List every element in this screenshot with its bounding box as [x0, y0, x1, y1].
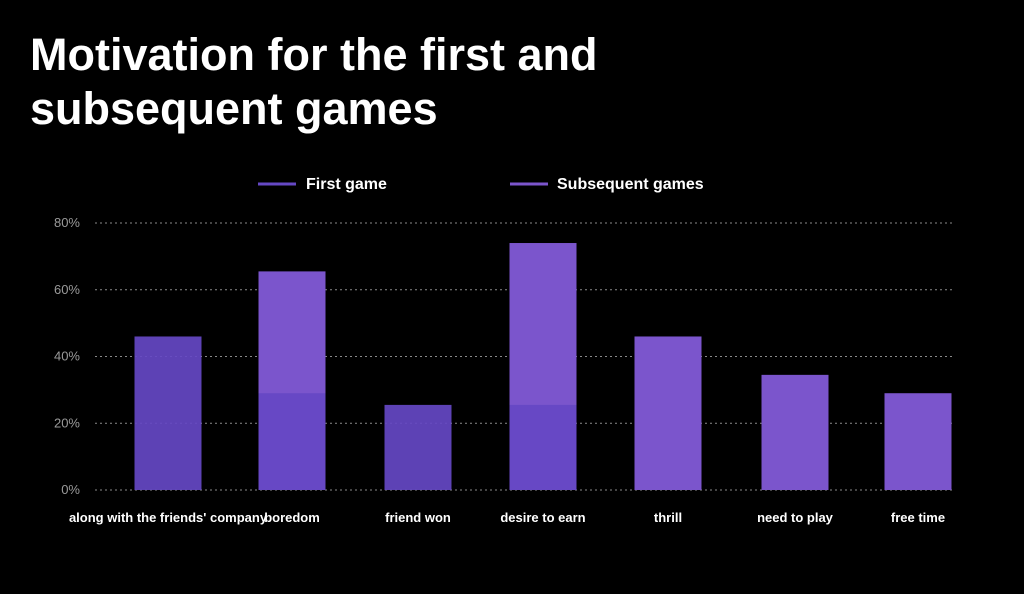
subsequent-games-bar-6: [884, 393, 952, 490]
first-game-bar-3: [509, 404, 577, 490]
subsequent-games-bar-5: [761, 374, 829, 490]
y-tick-label: 20%: [54, 415, 80, 430]
first-game-bar-1: [258, 393, 326, 490]
x-category-label: desire to earn: [500, 510, 585, 525]
subsequent-games-bar-4: [634, 336, 702, 490]
legend: First game Subsequent games: [258, 176, 704, 193]
y-tick-label: 40%: [54, 349, 80, 364]
first-game-bar-2: [384, 404, 452, 490]
first-game-bar-0: [134, 336, 202, 490]
chart-title: Motivation for the first and subsequent …: [30, 28, 730, 136]
x-category-label: free time: [891, 510, 945, 525]
x-category-label: friend won: [385, 510, 451, 525]
y-axis: 0% 20% 40% 60% 80%: [54, 215, 80, 497]
y-tick-label: 0%: [61, 482, 80, 497]
y-tick-label: 60%: [54, 282, 80, 297]
x-category-label: boredom: [264, 510, 320, 525]
chart-title-line-2: subsequent games: [30, 83, 438, 134]
x-category-label: along with the friends' company: [69, 510, 268, 525]
x-category-label: need to play: [757, 510, 834, 525]
legend-label: Subsequent games: [557, 176, 704, 193]
y-tick-label: 80%: [54, 215, 80, 230]
bars: [134, 243, 952, 490]
legend-label: First game: [306, 176, 387, 193]
x-category-label: thrill: [654, 510, 682, 525]
chart-title-line-1: Motivation for the first and: [30, 29, 598, 80]
